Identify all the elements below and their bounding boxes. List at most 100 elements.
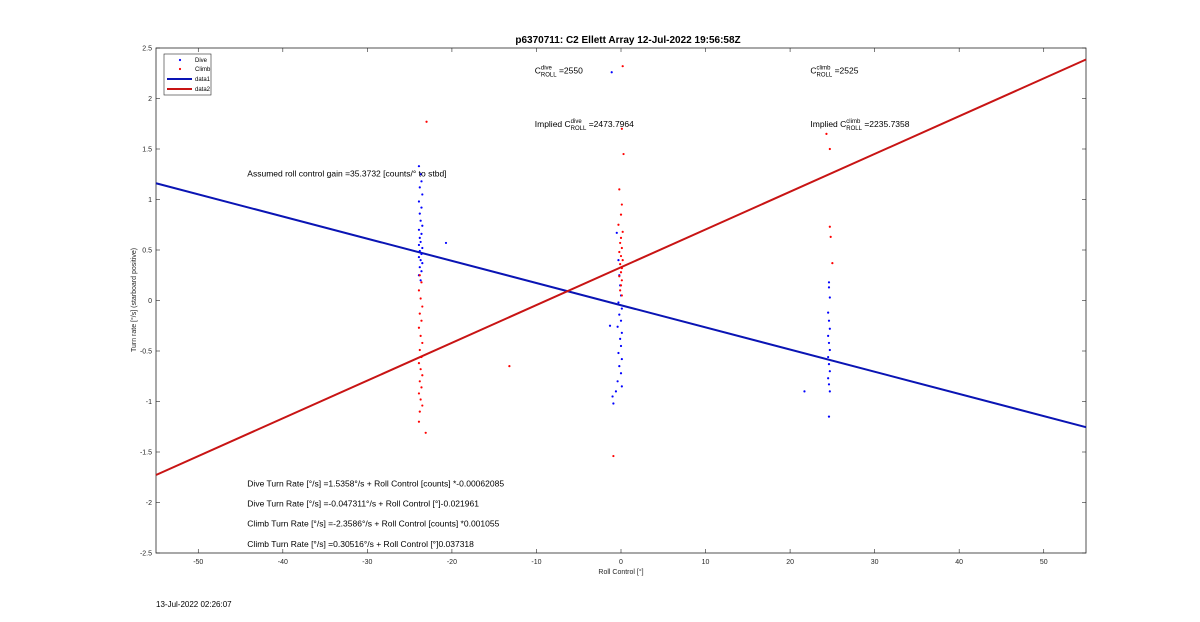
point-dive (619, 372, 623, 375)
point-climb (424, 431, 427, 434)
point-climb (420, 281, 423, 284)
point-climb (421, 404, 424, 407)
x-tick-label: -50 (193, 559, 203, 566)
point-dive (827, 363, 831, 366)
y-tick-label: 1.5 (142, 147, 152, 154)
point-dive (620, 307, 623, 310)
point-dive (620, 385, 623, 388)
point-dive (827, 383, 831, 386)
point-climb (421, 374, 424, 377)
y-tick-label: 2 (148, 96, 152, 103)
y-tick-label: -0.5 (140, 349, 152, 356)
point-dive (616, 325, 619, 328)
point-dive (417, 228, 421, 231)
point-dive (608, 324, 612, 327)
point-dive (827, 311, 830, 314)
point-dive (417, 165, 421, 168)
point-climb (420, 386, 423, 389)
point-climb (418, 410, 421, 413)
point-dive (828, 296, 831, 299)
annotation-cclimb: Cclimb ROLL =2525 (810, 65, 858, 78)
point-dive (421, 224, 424, 227)
x-tick-label: 50 (1040, 559, 1048, 566)
point-climb (620, 127, 623, 130)
point-climb (618, 188, 621, 191)
point-dive (418, 236, 421, 239)
point-climb (618, 250, 621, 254)
point-dive (827, 377, 830, 380)
point-dive (618, 313, 621, 316)
point-climb (619, 263, 622, 266)
legend-dive-label: Dive (195, 58, 208, 64)
point-dive (827, 281, 831, 284)
annotation-cdive: Cdive ROLL =2550 (535, 65, 583, 78)
point-dive (620, 357, 623, 361)
text-annotation: Dive Turn Rate [°/s] =1.5358°/s + Roll C… (247, 478, 504, 488)
point-climb (418, 348, 421, 352)
point-dive (617, 259, 620, 262)
point-climb (622, 152, 625, 156)
point-climb (619, 284, 623, 287)
point-climb (619, 213, 623, 216)
point-dive (420, 232, 423, 235)
point-dive (614, 390, 618, 393)
point-climb (619, 289, 622, 292)
point-climb (828, 147, 831, 151)
point-dive (420, 252, 423, 256)
point-climb (419, 297, 422, 300)
point-climb (621, 230, 624, 233)
point-dive (617, 351, 620, 355)
point-dive (418, 249, 421, 253)
point-dive (419, 219, 422, 222)
y-tick-label: -1 (146, 399, 152, 406)
x-tick-label: -30 (362, 559, 372, 566)
text-annotation: Climb Turn Rate [°/s] =-2.3586°/s + Roll… (247, 519, 499, 529)
point-dive (619, 337, 622, 340)
point-climb (418, 312, 421, 315)
x-tick-label: 0 (619, 559, 623, 566)
annotations: Cdive ROLL =2550 Cclimb ROLL =2525 Implied C… (247, 65, 909, 549)
x-tick-label: 20 (786, 559, 794, 566)
point-dive (611, 395, 614, 398)
legend-data2-label: data2 (195, 87, 211, 93)
point-dive (618, 365, 621, 368)
point-dive (827, 286, 831, 289)
point-climb (418, 380, 421, 383)
point-climb (420, 355, 423, 359)
fit-line-data1 (155, 182, 1087, 429)
point-climb (620, 279, 623, 282)
point-climb (417, 420, 421, 423)
x-tick-label: -10 (531, 559, 541, 566)
point-climb (417, 392, 421, 395)
point-climb (619, 236, 623, 239)
point-dive (612, 402, 615, 405)
point-dive (418, 186, 421, 189)
point-dive (420, 206, 423, 209)
point-dive (418, 212, 421, 215)
point-climb (417, 326, 421, 329)
point-dive (419, 240, 422, 244)
x-tick-label: -20 (447, 559, 457, 566)
point-dive (420, 270, 423, 273)
x-tick-label: 40 (955, 559, 963, 566)
point-dive (828, 348, 831, 352)
point-climb (508, 365, 511, 368)
y-axis: 2.5 2 1.5 1 0.5 0 -0.5 -1 -1.5 -2 -2.5 (140, 46, 1086, 558)
point-climb (417, 289, 421, 292)
point-climb (618, 275, 621, 278)
point-climb (612, 454, 615, 458)
plot-area (155, 47, 1087, 554)
point-dive (803, 390, 806, 393)
point-dive (617, 301, 620, 304)
point-climb (418, 274, 421, 277)
point-dive (828, 327, 831, 330)
point-climb (621, 259, 624, 262)
point-climb (825, 132, 828, 135)
point-dive (421, 246, 424, 250)
point-climb (421, 305, 424, 308)
x-axis: -50 -40 -30 -20 -10 0 10 20 30 40 50 (193, 48, 1048, 566)
footer-timestamp: 13-Jul-2022 02:26:07 (156, 600, 232, 609)
point-dive (827, 415, 831, 418)
text-annotation: Assumed roll control gain =35.3732 [coun… (247, 168, 446, 178)
point-dive (419, 279, 422, 282)
